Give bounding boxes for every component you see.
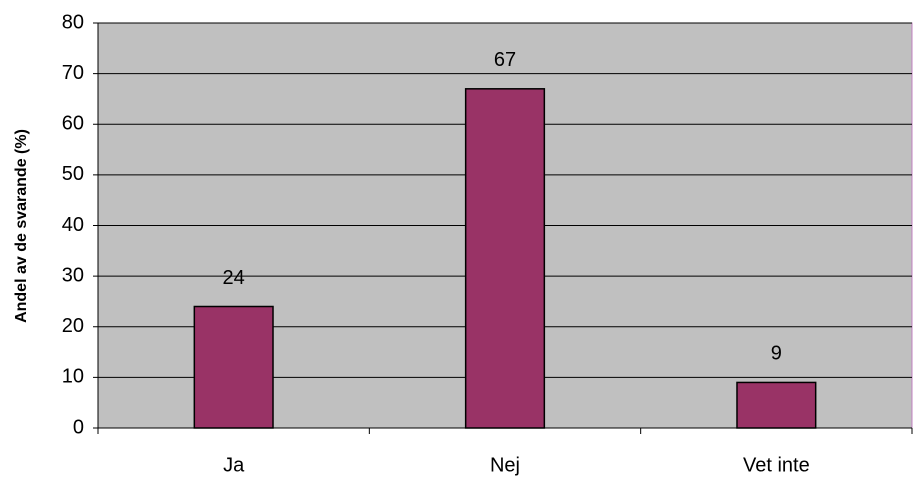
y-tick-label: 50	[62, 163, 84, 185]
y-tick-label: 0	[73, 416, 84, 438]
bar	[464, 88, 546, 429]
y-tick-label: 40	[62, 214, 84, 236]
x-tick-label: Ja	[223, 454, 245, 476]
y-tick-label: 20	[62, 315, 84, 337]
x-tick-label: Nej	[490, 454, 520, 476]
data-label: 67	[494, 49, 516, 71]
y-tick-label: 30	[62, 264, 84, 286]
y-tick-label: 60	[62, 113, 84, 135]
x-tick-label: Vet inte	[743, 454, 810, 476]
y-axis-title: Andel av de svarande (%)	[13, 129, 30, 323]
data-label: 24	[223, 267, 245, 289]
y-tick-label: 80	[62, 11, 84, 33]
data-label: 9	[771, 343, 782, 365]
bar	[193, 305, 274, 429]
y-tick-label: 70	[62, 62, 84, 84]
y-tick-label: 10	[62, 366, 84, 388]
bar	[736, 381, 817, 429]
